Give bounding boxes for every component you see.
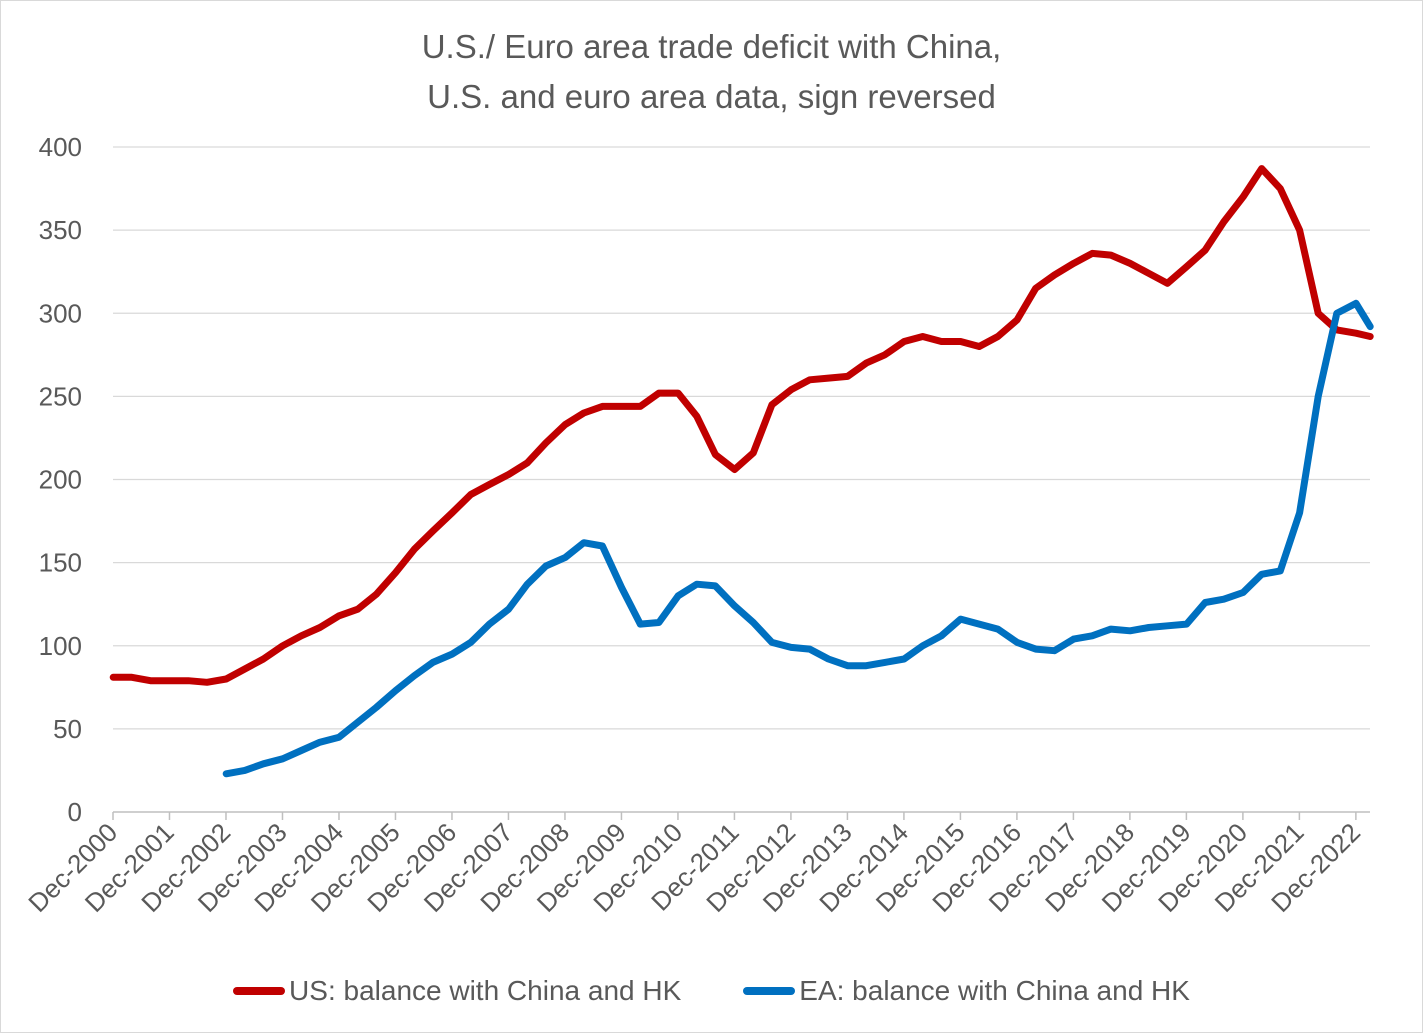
legend-label-us: US: balance with China and HK	[289, 975, 682, 1006]
line-chart: 0 50 100 150 200 250 300 350 400 Dec-2000Dec-200…	[22, 132, 1374, 918]
y-tick-label-50: 50	[53, 714, 82, 744]
y-tick-label-100: 100	[39, 631, 82, 661]
legend-item-us[interactable]: US: balance with China and HK	[233, 975, 681, 1007]
legend: US: balance with China and HK EA: balanc…	[0, 975, 1423, 1007]
gridlines	[113, 146, 1370, 730]
y-tick-label-150: 150	[39, 548, 82, 578]
y-tick-label-350: 350	[39, 215, 82, 245]
series-line-us	[109, 165, 1374, 686]
chart-title: U.S./ Euro area trade deficit with China…	[0, 22, 1423, 122]
x-axis: Dec-2000Dec-2001Dec-2002Dec-2003Dec-2004…	[22, 811, 1370, 918]
legend-swatch-us	[233, 987, 286, 995]
series-line-ea	[222, 299, 1374, 778]
y-tick-label-400: 400	[39, 132, 82, 162]
chart-title-line-2: U.S. and euro area data, sign reversed	[427, 78, 996, 115]
y-tick-label-250: 250	[39, 381, 82, 411]
y-tick-label-200: 200	[39, 465, 82, 495]
y-tick-label-300: 300	[39, 298, 82, 328]
y-tick-label-0: 0	[68, 797, 82, 827]
legend-item-ea[interactable]: EA: balance with China and HK	[743, 975, 1190, 1007]
y-axis: 0 50 100 150 200 250 300 350 400	[39, 132, 82, 827]
legend-label-ea: EA: balance with China and HK	[799, 975, 1190, 1006]
legend-swatch-ea	[743, 987, 796, 995]
series-lines	[109, 165, 1374, 778]
chart-title-line-1: U.S./ Euro area trade deficit with China…	[421, 28, 1002, 65]
